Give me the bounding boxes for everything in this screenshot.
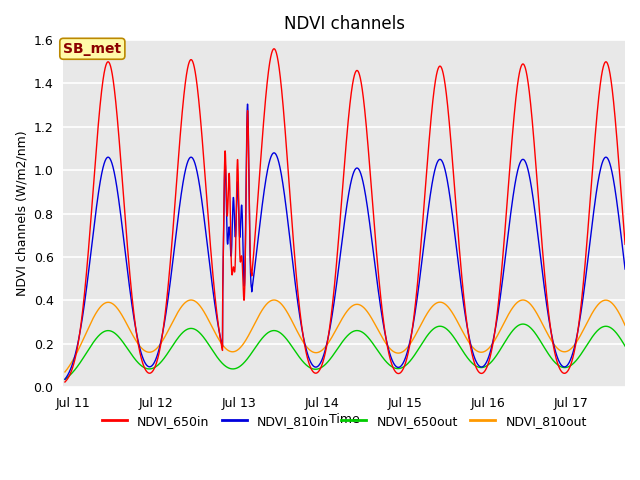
NDVI_650out <box>625 350 633 356</box>
NDVI_810out <box>519 297 527 303</box>
NDVI_650out <box>399 364 407 370</box>
NDVI_650in <box>270 46 278 52</box>
Text: SB_met: SB_met <box>63 42 122 56</box>
NDVI_810in <box>525 171 532 177</box>
NDVI_810in <box>276 168 284 173</box>
NDVI_810in <box>428 181 436 187</box>
Y-axis label: NDVI channels (W/m2/nm): NDVI channels (W/m2/nm) <box>15 131 28 296</box>
NDVI_810out <box>399 348 407 354</box>
NDVI_810in <box>482 360 490 366</box>
NDVI_650out <box>525 324 532 329</box>
NDVI_810out <box>625 332 633 337</box>
X-axis label: Time: Time <box>329 412 360 425</box>
NDVI_810out <box>164 329 172 335</box>
Legend: NDVI_650in, NDVI_810in, NDVI_650out, NDVI_810out: NDVI_650in, NDVI_810in, NDVI_650out, NDV… <box>97 410 591 433</box>
NDVI_810out <box>428 304 436 310</box>
NDVI_650in <box>61 379 68 385</box>
NDVI_650out <box>519 321 527 327</box>
NDVI_810in <box>399 360 407 365</box>
NDVI_650in <box>399 366 407 372</box>
NDVI_650out <box>482 363 490 369</box>
NDVI_810in <box>625 298 633 304</box>
NDVI_810out <box>276 300 284 306</box>
NDVI_650in <box>525 86 532 92</box>
NDVI_650out <box>276 330 284 336</box>
Line: NDVI_650out: NDVI_650out <box>65 324 629 379</box>
Line: NDVI_650in: NDVI_650in <box>65 49 629 382</box>
NDVI_810out <box>525 300 532 306</box>
Line: NDVI_810in: NDVI_810in <box>65 104 629 379</box>
NDVI_810in <box>164 300 172 306</box>
Line: NDVI_810out: NDVI_810out <box>65 300 629 372</box>
NDVI_650in <box>482 366 490 372</box>
NDVI_810in <box>244 101 252 107</box>
NDVI_650out <box>164 351 172 357</box>
NDVI_650in <box>428 106 436 112</box>
NDVI_650in <box>625 287 633 293</box>
NDVI_650out <box>428 327 436 333</box>
NDVI_810out <box>61 369 68 375</box>
NDVI_650in <box>164 290 172 296</box>
NDVI_650out <box>61 376 68 382</box>
Title: NDVI channels: NDVI channels <box>284 15 404 33</box>
NDVI_650in <box>276 77 284 83</box>
NDVI_810out <box>482 348 490 354</box>
NDVI_810in <box>61 376 68 382</box>
